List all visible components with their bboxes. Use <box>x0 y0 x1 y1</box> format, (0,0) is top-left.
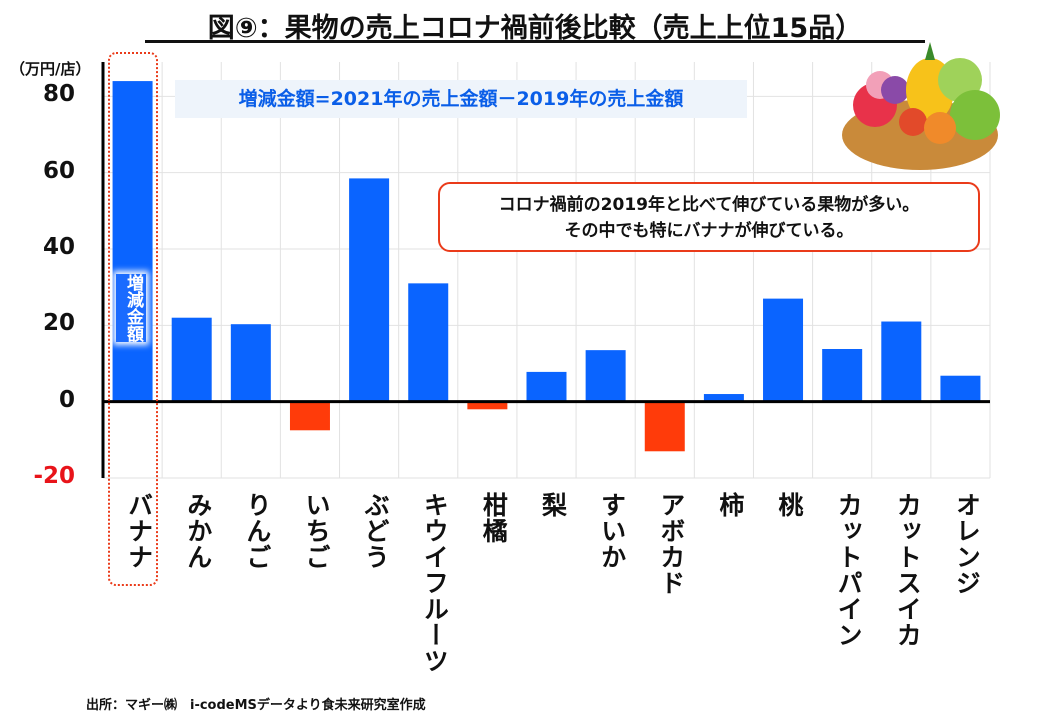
y-tick-label: -20 <box>33 463 75 489</box>
formula-annotation: 増減金額=2021年の売上金額－2019年の売上金額 <box>175 80 747 118</box>
bar-カットスイカ <box>881 321 922 402</box>
category-label: カットスイカ <box>893 492 923 648</box>
category-label: 桃 <box>775 492 805 518</box>
y-tick-label: 80 <box>42 81 75 108</box>
bar-みかん <box>171 317 212 402</box>
bar-柿 <box>703 394 744 402</box>
y-axis-unit: （万円/店） <box>10 60 91 78</box>
bar-桃 <box>763 298 804 402</box>
fruit-basket-illustration <box>842 42 1000 170</box>
note-line-1: コロナ禍前の2019年と比べて伸びている果物が多い。 <box>498 195 920 215</box>
bar-すいか <box>585 350 626 402</box>
bar-りんご <box>230 324 271 402</box>
bar-バナナ <box>112 81 153 402</box>
bar-オレンジ <box>940 375 981 402</box>
title-underline <box>145 40 925 43</box>
category-label: ぶどう <box>361 492 391 570</box>
bar-キウイフルーツ <box>408 283 449 402</box>
category-label: カットパイン <box>834 492 864 648</box>
bar-梨 <box>526 371 567 402</box>
category-label: いちご <box>301 492 331 570</box>
bar-柑橘 <box>467 401 508 410</box>
note-line-2: その中でも特にバナナが伸びている。 <box>564 221 854 241</box>
bar-ぶどう <box>349 178 390 402</box>
bar-カットパイン <box>822 349 863 402</box>
category-label: りんご <box>242 492 272 570</box>
category-label: 梨 <box>538 492 568 518</box>
y-tick-label: 40 <box>42 234 75 260</box>
bar-label-increase-amount: 増減金額 <box>116 274 146 342</box>
category-label: キウイフルーツ <box>420 492 450 674</box>
category-label: バナナ <box>124 492 154 570</box>
bar-アボカド <box>644 401 685 452</box>
banana-highlight-box <box>108 52 158 586</box>
category-label: オレンジ <box>952 492 982 596</box>
source-note: 出所：マギー㈱ i-codeMSデータより食未来研究室作成 <box>86 698 426 713</box>
category-label: すいか <box>597 492 627 570</box>
category-label: 柿 <box>715 492 745 518</box>
category-label: 柑橘 <box>479 492 509 544</box>
y-tick-label: 0 <box>58 386 75 413</box>
category-label: アボカド <box>656 492 686 596</box>
note-callout: コロナ禍前の2019年と比べて伸びている果物が多い。 その中でも特にバナナが伸び… <box>438 182 980 252</box>
category-label: みかん <box>183 492 213 570</box>
y-tick-label: 60 <box>42 157 75 184</box>
chart-title: 図⑨：果物の売上コロナ禍前後比較（売上上位15品） <box>207 13 863 44</box>
bar-いちご <box>289 401 330 431</box>
y-tick-label: 20 <box>42 310 75 337</box>
